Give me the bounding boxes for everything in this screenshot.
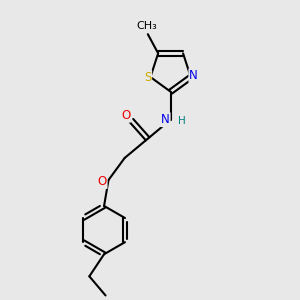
Text: S: S	[144, 70, 151, 84]
Text: O: O	[121, 109, 130, 122]
Text: N: N	[189, 69, 198, 82]
Text: O: O	[98, 175, 106, 188]
Text: CH₃: CH₃	[136, 21, 157, 31]
Text: H: H	[178, 116, 186, 126]
Text: N: N	[161, 113, 170, 126]
